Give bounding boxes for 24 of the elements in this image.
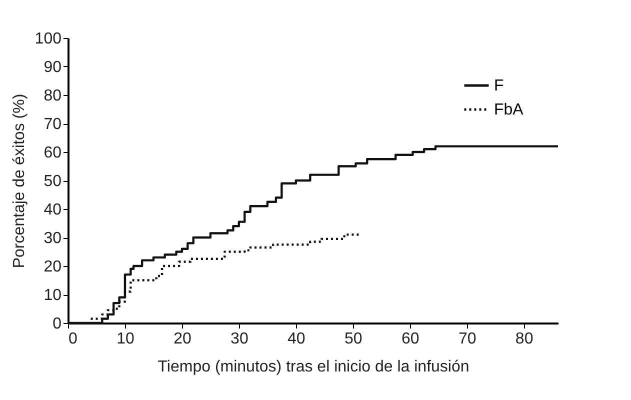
x-tick-label: 30: [230, 330, 248, 348]
x-tick-label: 50: [344, 330, 362, 348]
y-tick-label: 10: [44, 287, 62, 304]
y-tick-label: 50: [44, 173, 62, 190]
y-tick-label: 90: [44, 59, 62, 76]
x-tick-label: 10: [116, 330, 134, 348]
x-axis-title: Tiempo (minutos) tras el inicio de la infusión: [158, 358, 470, 376]
y-tick-label: 80: [44, 88, 62, 104]
y-tick-label: 0: [52, 316, 62, 332]
legend-label: F: [494, 78, 504, 94]
x-tick-label: 60: [401, 330, 420, 348]
x-tick-label: 40: [288, 330, 306, 348]
y-tick-label: 30: [44, 230, 62, 247]
y-axis-title: Porcentaje de éxitos (%): [10, 94, 28, 268]
y-tick-label: 70: [44, 116, 62, 133]
x-tick-label: 0: [68, 330, 78, 348]
legend-label: FbA: [494, 102, 524, 118]
y-tick-label: 40: [44, 202, 62, 218]
y-tick-label: 100: [34, 30, 62, 48]
x-tick-label: 20: [174, 330, 192, 348]
y-tick-label: 20: [44, 258, 62, 276]
y-tick-label: 60: [44, 144, 62, 162]
x-tick-label: 70: [458, 330, 476, 348]
x-tick-label: 80: [515, 330, 534, 348]
